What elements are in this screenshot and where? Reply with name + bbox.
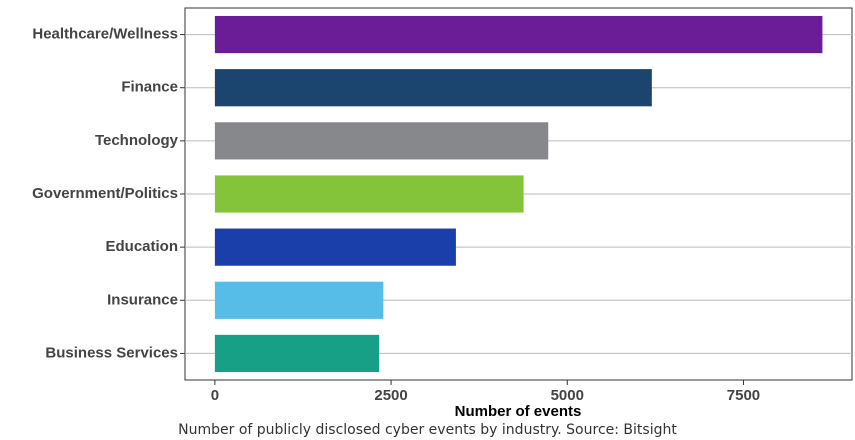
y-tick-label: Government/Politics — [32, 185, 178, 202]
bar — [214, 334, 380, 373]
bar — [214, 122, 549, 160]
y-tick-label: Healthcare/Wellness — [32, 26, 178, 43]
bar — [214, 15, 823, 54]
x-tick-label: 2500 — [374, 387, 407, 404]
y-tick-label: Education — [105, 238, 178, 255]
bar — [214, 69, 652, 107]
y-tick-label: Technology — [95, 132, 179, 149]
chart: Number of events 0 2500 5000 7500 Healthcare… — [32, 7, 853, 420]
bar — [214, 228, 456, 266]
y-tick-label: Finance — [121, 79, 178, 96]
x-tick-label: 0 — [211, 387, 219, 404]
bar — [214, 175, 524, 213]
y-tick-label: Insurance — [107, 291, 178, 308]
y-tick-label: Business Services — [45, 344, 178, 361]
caption: Number of publicly disclosed cyber event… — [0, 420, 855, 440]
x-tick-label: 7500 — [727, 387, 760, 404]
x-axis-title: Number of events — [455, 403, 582, 420]
bar — [214, 281, 384, 319]
x-tick-label: 5000 — [551, 387, 584, 404]
